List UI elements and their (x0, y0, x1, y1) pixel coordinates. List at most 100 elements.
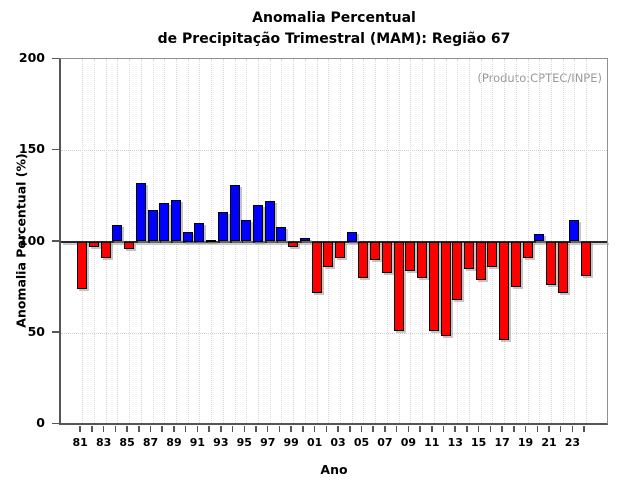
bar (510, 241, 521, 288)
x-tick-label: 11 (424, 436, 440, 449)
x-tick (138, 426, 140, 432)
bar (288, 241, 299, 247)
x-tick (255, 426, 257, 432)
bar (217, 212, 228, 242)
bar (124, 241, 135, 249)
x-tick (571, 426, 574, 432)
y-axis-ticks: 0 50 100 150 200 (0, 50, 59, 430)
x-tick-label: 85 (119, 436, 135, 449)
x-tick-label: 15 (471, 436, 487, 449)
x-tick-label: 23 (564, 436, 581, 449)
h-gridline (61, 150, 607, 152)
bar (358, 241, 369, 278)
chart-title: Anomalia Percentual de Precipitação Trim… (60, 8, 608, 50)
bar (581, 241, 592, 277)
bar (264, 201, 275, 242)
y-tick (52, 57, 59, 59)
x-tick (278, 426, 281, 432)
x-tick (102, 426, 105, 432)
x-tick (79, 426, 81, 432)
x-tick (372, 426, 374, 432)
x-tick (91, 426, 93, 432)
x-tick-label: 19 (517, 436, 534, 449)
bar (241, 219, 252, 242)
bar (135, 183, 146, 242)
y-tick (52, 240, 59, 242)
bar (381, 241, 392, 273)
x-tick (325, 426, 328, 432)
x-tick (583, 426, 585, 432)
x-tick (290, 426, 292, 432)
y-tick (52, 422, 59, 424)
bar (253, 205, 263, 242)
x-tick-label: 07 (377, 436, 393, 449)
x-tick-label: 03 (330, 436, 346, 449)
x-tick-label: 17 (494, 436, 510, 449)
bar (534, 234, 545, 242)
bar (159, 203, 170, 242)
baseline-100 (61, 240, 607, 243)
chart-title-line2: de Precipitação Trimestral (MAM): Região… (157, 31, 511, 47)
x-tick (477, 426, 480, 432)
x-tick-label: 21 (541, 436, 557, 449)
x-axis-label: Ano (320, 462, 348, 477)
x-tick-label: 09 (400, 436, 417, 449)
bar (499, 241, 510, 341)
x-tick (184, 426, 187, 432)
x-axis-ticks: 81 83 85 87 89 91 93 95 97 99 01 03 05 07 09 11 13 15 17 19… (59, 426, 608, 456)
x-tick (243, 426, 246, 432)
x-tick (407, 426, 410, 432)
h-gridline (61, 332, 607, 334)
x-tick (337, 426, 339, 432)
x-tick-label: 95 (236, 436, 252, 449)
bar (522, 241, 533, 258)
bar (335, 241, 346, 258)
plot-area: (Produto:CPTEC/INPE) (59, 58, 608, 425)
bar (557, 241, 568, 293)
bar (88, 241, 99, 247)
x-tick-label: 01 (306, 436, 323, 449)
x-tick (489, 426, 492, 432)
bar (346, 232, 357, 242)
x-tick (220, 426, 222, 432)
x-tick (419, 426, 421, 432)
x-tick-label: 91 (189, 436, 206, 449)
bar (440, 241, 451, 337)
x-tick-label: 93 (213, 436, 229, 449)
x-tick (454, 426, 456, 432)
x-tick (466, 426, 468, 432)
bar (428, 241, 439, 331)
x-tick (524, 426, 527, 432)
bar (569, 219, 580, 242)
x-tick (442, 426, 445, 432)
bar (299, 237, 310, 242)
bar (370, 241, 381, 260)
x-tick (384, 426, 386, 432)
x-tick (513, 426, 515, 432)
bar (194, 223, 205, 242)
x-tick-label: 83 (95, 436, 112, 449)
x-tick (395, 426, 398, 432)
x-tick-label: 89 (166, 436, 182, 449)
bar (463, 241, 474, 269)
x-tick (161, 426, 163, 432)
x-tick-label: 87 (142, 436, 159, 449)
bar (405, 241, 416, 271)
x-tick (501, 426, 503, 432)
x-tick (196, 426, 199, 432)
x-tick (313, 426, 316, 432)
x-tick-label: 81 (72, 436, 88, 449)
x-tick (536, 426, 539, 432)
y-tick (52, 148, 59, 151)
y-tick-label: 0 (36, 415, 45, 430)
bar (229, 184, 240, 242)
bar (206, 239, 217, 242)
x-tick (114, 426, 117, 432)
bar (323, 241, 334, 268)
x-tick (208, 426, 210, 432)
y-tick (52, 331, 59, 333)
x-tick-label: 05 (353, 436, 370, 449)
bar (112, 225, 123, 242)
x-tick (349, 426, 351, 432)
